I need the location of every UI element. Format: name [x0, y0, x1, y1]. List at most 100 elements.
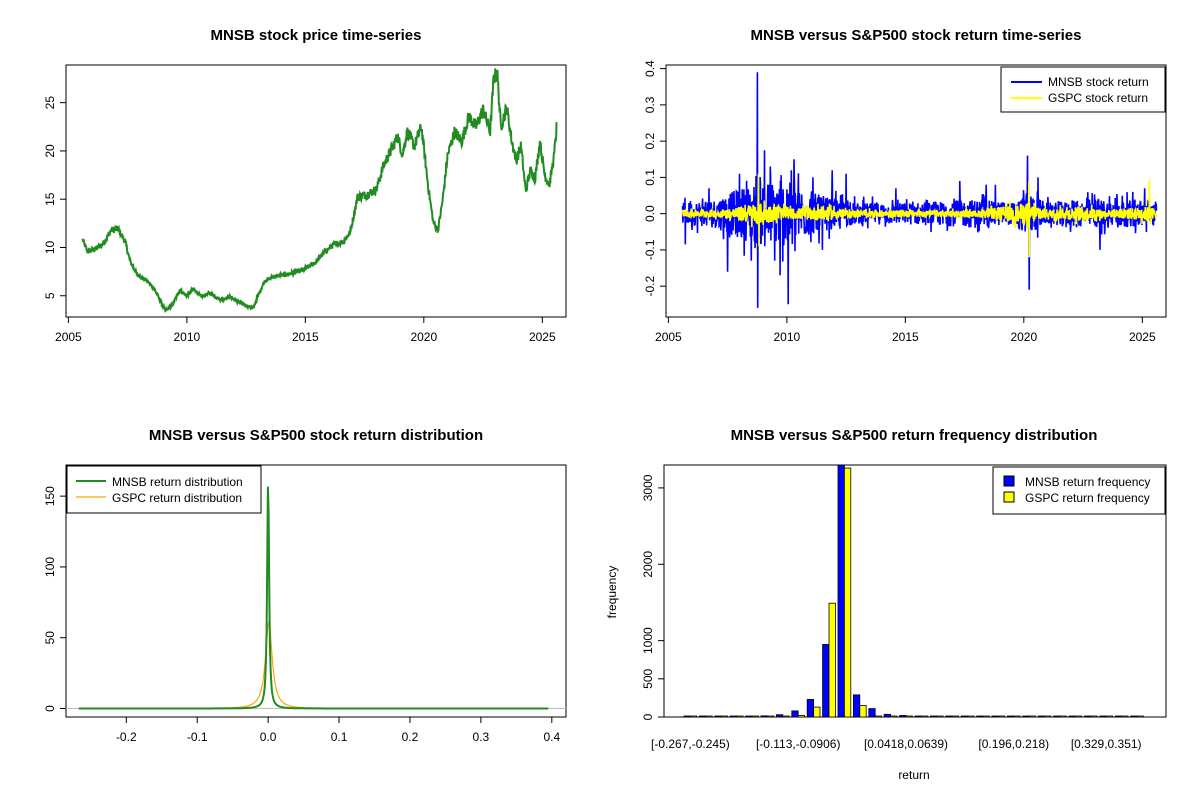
mnsb-frequency-bar	[945, 715, 953, 718]
mnsb-frequency-bar	[837, 464, 845, 718]
return-x-tick-label: 2005	[655, 330, 682, 344]
mnsb-frequency-bar	[1007, 715, 1015, 718]
distribution-x-tick-label: 0.2	[402, 730, 419, 744]
mnsb-frequency-bar	[883, 713, 892, 718]
gspc-frequency-bar	[1028, 715, 1036, 718]
mnsb-frequency-bar	[1022, 715, 1030, 718]
gspc-frequency-bar	[1044, 715, 1052, 718]
gspc-frequency-bar	[828, 602, 836, 718]
gspc-frequency-bar	[1105, 715, 1113, 718]
return-x-tick-label: 2020	[1010, 330, 1037, 344]
mnsb-frequency-bar	[776, 714, 784, 718]
gspc-frequency-bar	[767, 715, 775, 718]
price-x-tick-label: 2010	[174, 330, 201, 344]
mnsb-frequency-bar	[791, 710, 799, 718]
price-chart: MNSB stock price time-series 2005 2010 201…	[43, 27, 567, 344]
frequency-y-label: frequency	[605, 566, 619, 619]
mnsb-frequency-bar	[914, 715, 922, 718]
frequency-x-tick-label: [-0.113,-0.0906)	[756, 737, 841, 751]
frequency-y-tick-label: 2000	[641, 551, 655, 578]
frequency-x-label: return	[898, 768, 929, 782]
frequency-y-tick-label: 1000	[641, 627, 655, 654]
distribution-y-tick-label: 0	[43, 705, 57, 712]
gspc-frequency-bar	[1075, 715, 1083, 718]
mnsb-frequency-bar	[868, 708, 876, 718]
mnsb-frequency-bar	[699, 715, 707, 718]
mnsb-frequency-bar	[745, 715, 753, 718]
gspc-frequency-bar	[874, 715, 883, 718]
return-distribution-title: MNSB versus S&P500 stock return distribu…	[149, 427, 483, 444]
return-x-tick-label: 2015	[892, 330, 919, 344]
return-y-tick-label: 0.2	[643, 132, 657, 149]
return-frequency-title: MNSB versus S&P500 return frequency dist…	[731, 427, 1098, 444]
distribution-x-tick-label: 0.3	[473, 730, 490, 744]
mnsb-frequency-bar	[1037, 715, 1045, 718]
gspc-frequency-bar	[797, 715, 806, 718]
gspc-frequency-bar	[844, 467, 852, 718]
frequency-x-tick-label: [-0.267,-0.245)	[651, 737, 730, 751]
legend-mnsb-label: MNSB stock return	[1048, 75, 1149, 89]
mnsb-frequency-bar	[1099, 715, 1107, 718]
price-y-tick-label: 15	[43, 192, 57, 206]
frequency-x-tick-label: [0.196,0.218)	[978, 737, 1049, 751]
frequency-y-axis: 0 500 1000 2000 3000	[641, 474, 664, 720]
price-x-tick-label: 2025	[529, 330, 556, 344]
distribution-x-tick-label: 0.1	[331, 730, 348, 744]
return-timeseries-x-axis: 2005 2010 2015 2020 2025	[655, 317, 1156, 344]
gspc-frequency-bar	[890, 715, 898, 718]
gspc-frequency-bar	[813, 706, 821, 718]
price-x-tick-label: 2015	[292, 330, 319, 344]
return-timeseries-title: MNSB versus S&P500 stock return time-ser…	[751, 27, 1082, 44]
gspc-frequency-bar	[951, 715, 960, 718]
legend-mnsb-density-label: MNSB return distribution	[112, 475, 243, 489]
price-y-tick-label: 5	[43, 292, 57, 299]
distribution-y-tick-label: 150	[43, 486, 57, 506]
gspc-frequency-bar	[736, 715, 744, 718]
return-y-tick-label: -0.2	[643, 276, 657, 297]
gspc-frequency-bar	[782, 715, 790, 718]
mnsb-frequency-bar	[806, 699, 815, 718]
distribution-y-axis: 0 50 100 150	[43, 486, 66, 712]
price-chart-frame	[65, 64, 567, 318]
legend-gspc-frequency-swatch	[1003, 491, 1015, 503]
mnsb-frequency-bar	[930, 715, 938, 718]
price-y-tick-label: 10	[43, 240, 57, 254]
return-y-tick-label: 0.3	[643, 96, 657, 113]
distribution-y-tick-label: 50	[43, 631, 57, 645]
gspc-frequency-bar	[1013, 715, 1021, 718]
legend-gspc-label: GSPC stock return	[1048, 91, 1148, 105]
return-timeseries-legend: MNSB stock return GSPC stock return	[1000, 66, 1166, 113]
legend-gspc-density-label: GSPC return distribution	[112, 491, 242, 505]
return-y-tick-label: -0.1	[643, 239, 657, 260]
gspc-frequency-bar	[751, 715, 759, 718]
mnsb-frequency-bar	[1130, 715, 1138, 718]
legend-gspc-frequency-label: GSPC return frequency	[1025, 491, 1150, 505]
return-distribution-chart: MNSB versus S&P500 stock return distribu…	[43, 427, 567, 744]
gspc-frequency-bar	[705, 715, 713, 718]
mnsb-frequency-bar	[1053, 715, 1061, 718]
return-timeseries-y-axis: -0.2 -0.1 0.0 0.1 0.2 0.3 0.4	[643, 60, 666, 297]
gspc-frequency-bar	[690, 715, 698, 718]
gspc-frequency-bar	[967, 715, 975, 718]
price-y-tick-label: 20	[43, 144, 57, 158]
return-distribution-legend: MNSB return distribution GSPC return dis…	[66, 465, 262, 514]
price-chart-title: MNSB stock price time-series	[211, 27, 422, 44]
frequency-bars	[683, 464, 1144, 718]
gspc-frequency-bar	[1059, 715, 1067, 718]
return-y-tick-label: 0.0	[643, 205, 657, 222]
mnsb-frequency-bar	[960, 715, 969, 718]
return-frequency-chart: MNSB versus S&P500 return frequency dist…	[605, 427, 1167, 782]
frequency-x-axis: [-0.267,-0.245) [-0.113,-0.0906) [0.0418,0…	[651, 737, 1142, 751]
gspc-frequency-bar	[1136, 715, 1144, 718]
price-x-tick-label: 2020	[410, 330, 437, 344]
mnsb-frequency-bar	[683, 715, 691, 718]
gspc-frequency-bar	[1090, 715, 1098, 718]
gspc-frequency-bar	[720, 715, 729, 718]
gspc-frequency-bar	[921, 715, 929, 718]
mnsb-frequency-bar	[899, 715, 907, 718]
gspc-frequency-bar	[998, 715, 1006, 718]
return-x-tick-label: 2025	[1129, 330, 1156, 344]
distribution-y-tick-label: 100	[43, 557, 57, 577]
gspc-frequency-bar	[1121, 715, 1129, 718]
distribution-x-axis: -0.2 -0.1 0.0 0.1 0.2 0.3 0.4	[116, 717, 560, 744]
